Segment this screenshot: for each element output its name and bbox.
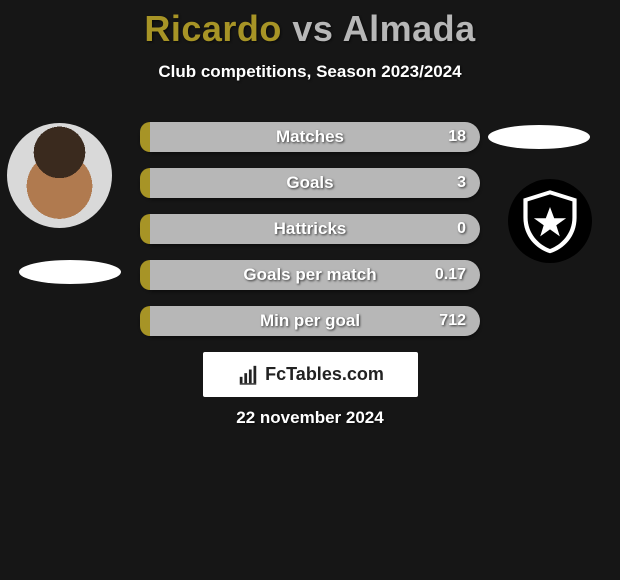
player1-name: Ricardo [144,8,282,49]
player1-avatar [7,123,112,228]
stat-bar: Hattricks0 [140,214,480,244]
stat-bar: Goals3 [140,168,480,198]
face-icon [7,123,112,228]
stat-bar: Goals per match0.17 [140,260,480,290]
vs-text: vs [292,8,333,49]
date-text: 22 november 2024 [0,408,620,428]
shield-star-icon [515,186,585,256]
bar-label: Hattricks [140,219,480,239]
bar-label: Goals [140,173,480,193]
logo-text: FcTables.com [265,364,384,385]
stat-bar: Matches18 [140,122,480,152]
player2-club-badge [508,179,592,263]
bar-value-right: 18 [448,128,466,146]
player2-shadow-ellipse [488,125,590,149]
bar-value-right: 712 [439,312,466,330]
player2-name: Almada [343,8,476,49]
chart-icon [237,364,259,386]
bar-label: Min per goal [140,311,480,331]
bar-label: Matches [140,127,480,147]
subtitle: Club competitions, Season 2023/2024 [0,62,620,82]
bar-value-right: 3 [457,174,466,192]
bar-label: Goals per match [140,265,480,285]
page-title: Ricardo vs Almada [0,0,620,50]
bar-value-right: 0.17 [435,266,466,284]
player1-shadow-ellipse [19,260,121,284]
stat-bar: Min per goal712 [140,306,480,336]
bar-value-right: 0 [457,220,466,238]
site-logo: FcTables.com [203,352,418,397]
comparison-bars: Matches18 Goals3 Hattricks0 Goals per match… [140,122,480,352]
